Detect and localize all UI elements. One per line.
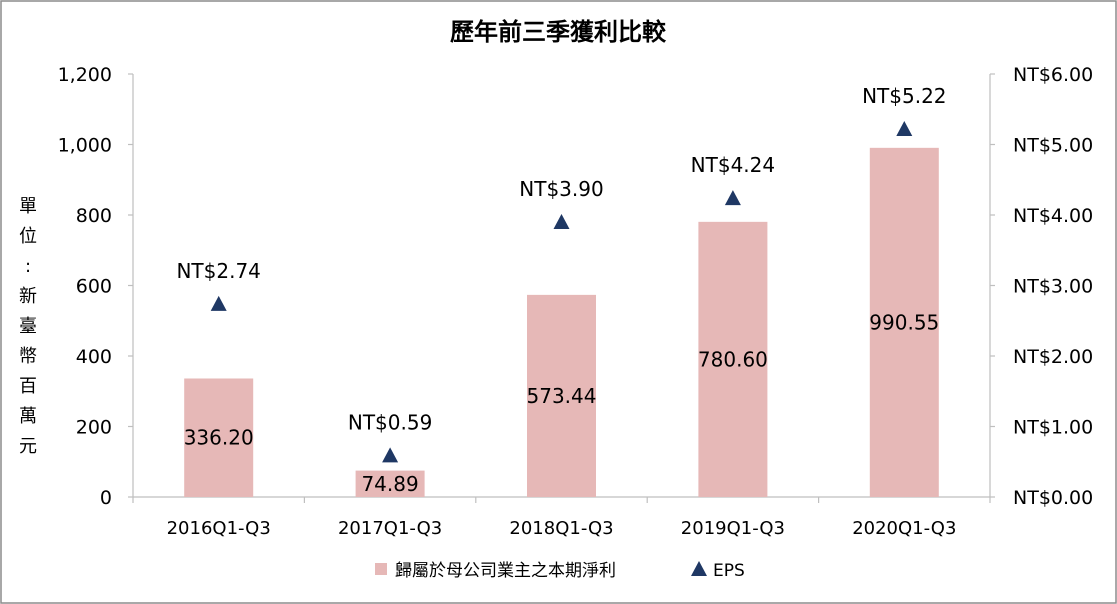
bar [869, 147, 939, 498]
legend: 歸屬於母公司業主之本期淨利 EPS [375, 561, 745, 581]
left-tick-label: 600 [76, 276, 112, 298]
right-tick-label: NT$6.00 [1013, 64, 1093, 86]
category-label: 2019Q1-Q3 [681, 518, 785, 539]
bar-value-label: 74.89 [361, 472, 418, 496]
eps-value-label: NT$4.24 [691, 153, 775, 177]
eps-marker [382, 447, 399, 463]
right-tick-label: NT$3.00 [1013, 276, 1093, 298]
bar [527, 294, 596, 497]
bar [184, 378, 254, 497]
eps-marker [896, 120, 913, 136]
category-label: 2017Q1-Q3 [338, 518, 442, 539]
left-axis-ticks: 0 200 400 600 800 1,000 1,200 [58, 64, 133, 509]
category-label: 2018Q1-Q3 [509, 518, 613, 539]
legend-label-eps: EPS [713, 561, 745, 581]
eps-marker [553, 214, 570, 230]
bar-value-label: 990.55 [869, 310, 939, 334]
eps-value-label: NT$5.22 [862, 84, 946, 108]
bar-value-label: 573.44 [527, 384, 597, 408]
right-tick-label: NT$4.00 [1013, 205, 1093, 227]
category-label: 2016Q1-Q3 [167, 518, 271, 539]
chart-title: 歷年前三季獲利比較 [450, 18, 667, 46]
category-labels: 2016Q1-Q3 2017Q1-Q3 2018Q1-Q3 2019Q1-Q3 2020… [167, 518, 957, 539]
legend-swatch-eps [691, 561, 707, 576]
eps-marker [724, 190, 741, 206]
right-tick-label: NT$5.00 [1013, 135, 1093, 157]
left-tick-label: 0 [100, 487, 112, 509]
right-tick-label: NT$0.00 [1013, 487, 1093, 509]
eps-value-label: NT$2.74 [176, 259, 260, 283]
eps-markers [210, 120, 913, 463]
category-label: 2020Q1-Q3 [852, 518, 956, 539]
y-axis-label: 單位:新臺幣百萬元 [19, 196, 37, 457]
eps-value-label: NT$0.59 [348, 410, 432, 434]
right-tick-label: NT$1.00 [1013, 417, 1093, 439]
right-tick-label: NT$2.00 [1013, 346, 1093, 368]
left-tick-label: 1,000 [58, 135, 112, 157]
eps-marker [210, 295, 227, 311]
left-tick-label: 1,200 [58, 64, 112, 86]
bar [355, 470, 425, 497]
bar-value-label: 336.20 [184, 426, 254, 450]
legend-label-net-income: 歸屬於母公司業主之本期淨利 [395, 561, 616, 581]
eps-value-label: NT$3.90 [519, 177, 603, 201]
right-axis-ticks: NT$0.00 NT$1.00 NT$2.00 NT$3.00 NT$4.00 NT$5.… [990, 64, 1093, 509]
eps-labels: NT$2.74 NT$0.59 NT$3.90 NT$4.24 NT$5.22 [176, 84, 946, 434]
left-tick-label: 400 [76, 346, 112, 368]
bar-value-label: 780.60 [698, 347, 768, 371]
bar-labels: 336.20 74.89 573.44 780.60 990.55 [184, 310, 940, 495]
left-tick-label: 800 [76, 205, 112, 227]
bar [698, 221, 768, 497]
bars [184, 147, 939, 498]
legend-swatch-net-income [375, 563, 387, 575]
left-tick-label: 200 [76, 417, 112, 439]
